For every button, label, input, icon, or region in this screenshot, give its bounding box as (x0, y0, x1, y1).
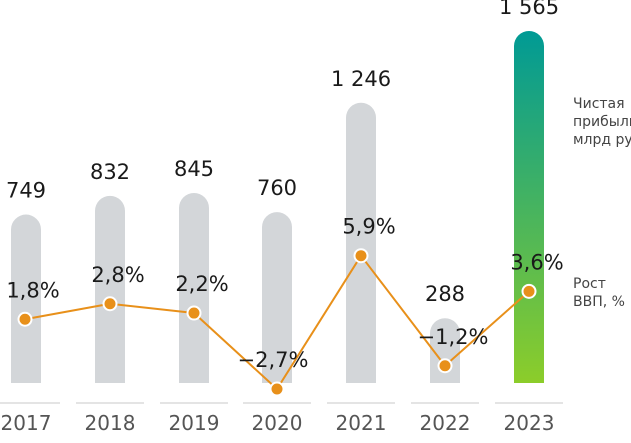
gdp-point-2020 (269, 381, 285, 397)
bar-value-label-2017: 749 (6, 179, 46, 203)
bar-2021 (346, 102, 376, 384)
bar-value-label-2018: 832 (90, 160, 130, 184)
bar-2018 (95, 195, 126, 383)
x-tick-label-2021: 2021 (336, 411, 387, 435)
bar-value-label-2019: 845 (174, 157, 214, 181)
gdp-value-label-2017: 1,8% (6, 278, 59, 302)
gdp-point-2019 (186, 305, 202, 321)
gdp-value-label-2023: 3,6% (510, 250, 563, 274)
x-tick-label-2017: 2017 (1, 411, 52, 435)
legend-label-gdp: Рост ВВП, % (573, 276, 625, 310)
bar-value-label-2020: 760 (257, 176, 297, 200)
bar-2019 (179, 192, 209, 383)
legend-profit-line-1: Чистая (573, 96, 625, 112)
bar-2020 (262, 212, 292, 383)
bar-value-label-2023: 1 565 (499, 0, 559, 19)
gdp-value-label-2019: 2,2% (175, 272, 228, 296)
x-tick-label-2018: 2018 (85, 411, 136, 435)
x-tick-label-2023: 2023 (504, 411, 555, 435)
x-tick-label-2020: 2020 (252, 411, 303, 435)
x-tick-label-2019: 2019 (169, 411, 220, 435)
bar-2022 (430, 318, 460, 383)
gdp-point-2017 (17, 311, 33, 327)
legend-gdp-line-2: ВВП, % (573, 294, 625, 310)
legend-gdp-line-1: Рост (573, 276, 606, 292)
gdp-point-2021 (353, 248, 369, 264)
legend-profit-line-2: прибыль, (573, 114, 631, 130)
gdp-point-2023 (521, 283, 537, 299)
gdp-value-label-2020: −2,7% (238, 348, 309, 372)
bar-value-label-2022: 288 (425, 282, 465, 306)
legend-profit-line-3: млрд руб. (573, 132, 631, 148)
gdp-point-2022 (437, 358, 453, 374)
bar-2023 (514, 31, 544, 384)
gdp-point-2018 (102, 296, 118, 312)
gdp-value-label-2018: 2,8% (91, 263, 144, 287)
gdp-value-label-2022: −1,2% (418, 325, 489, 349)
x-tick-label-2022: 2022 (420, 411, 471, 435)
gdp-value-label-2021: 5,9% (342, 215, 395, 239)
legend-label-profit: Чистая прибыль, млрд руб. (573, 96, 631, 148)
bar-value-label-2021: 1 246 (331, 67, 391, 91)
bar-2017 (11, 214, 41, 383)
